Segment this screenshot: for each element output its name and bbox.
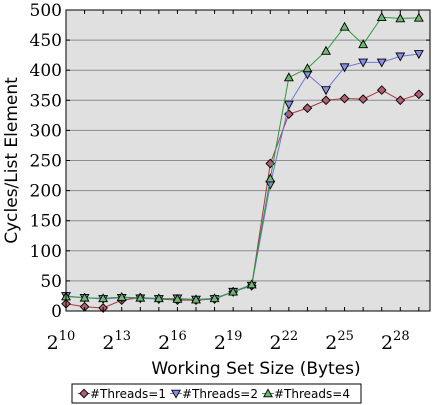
data-point xyxy=(228,286,239,296)
legend-label: #Threads=2 xyxy=(182,387,258,401)
y-tick-label: 450 xyxy=(30,31,62,51)
data-point xyxy=(376,12,387,22)
data-point xyxy=(191,294,201,304)
data-point xyxy=(283,72,294,82)
data-point xyxy=(321,95,331,106)
legend-marker xyxy=(171,389,181,399)
y-tick-label: 250 xyxy=(30,152,62,172)
legend-marker xyxy=(79,388,89,399)
data-point xyxy=(246,279,257,289)
x-tick-label: 216 xyxy=(158,329,187,354)
y-tick-label: 500 xyxy=(30,1,62,21)
data-point xyxy=(413,12,424,22)
y-axis-title: Cycles/List Element xyxy=(2,77,22,244)
data-point xyxy=(321,45,331,55)
axes: 0 50 100 150 200 250 300 350 400 450 500 210 213 216 2… xyxy=(30,1,431,354)
data-point xyxy=(358,58,369,68)
data-point xyxy=(153,293,164,303)
data-point xyxy=(283,100,294,110)
data-point xyxy=(209,293,220,303)
legend-box xyxy=(71,383,362,404)
data-point xyxy=(358,94,368,104)
y-tick-label: 100 xyxy=(30,242,62,262)
legend: #Threads=1 #Threads=2 #Threads=4 xyxy=(71,383,362,404)
legend-marker xyxy=(263,388,273,398)
data-point xyxy=(321,86,331,96)
data-point xyxy=(339,63,350,73)
legend-label: #Threads=4 xyxy=(274,387,350,401)
data-point xyxy=(376,85,387,95)
data-point xyxy=(339,93,350,104)
data-point xyxy=(302,103,313,113)
data-point xyxy=(116,292,127,301)
data-point xyxy=(395,52,406,62)
y-tick-label: 300 xyxy=(30,121,62,141)
series-3 xyxy=(61,12,424,304)
series-line xyxy=(65,16,419,301)
x-axis-title: Working Set Size (Bytes) xyxy=(151,359,360,379)
data-point xyxy=(395,95,406,106)
data-point xyxy=(413,50,424,60)
x-tick-label: 210 xyxy=(47,329,76,354)
y-tick-label: 0 xyxy=(51,302,62,322)
data-point xyxy=(284,109,294,119)
x-tick-label: 225 xyxy=(325,329,354,354)
x-tick-label: 213 xyxy=(102,329,131,354)
y-tick-label: 150 xyxy=(30,212,62,232)
y-tick-label: 200 xyxy=(30,182,62,202)
y-tick-label: 50 xyxy=(40,272,62,292)
x-tick-label: 222 xyxy=(270,329,299,354)
data-point xyxy=(135,292,146,302)
data-point xyxy=(265,173,276,183)
data-point xyxy=(395,13,406,23)
legend-label: #Threads=1 xyxy=(90,387,166,401)
data-point xyxy=(376,58,387,68)
data-point xyxy=(339,21,350,31)
x-tick-label: 228 xyxy=(381,329,410,354)
y-tick-label: 400 xyxy=(30,61,62,81)
data-point xyxy=(172,293,183,303)
data-point xyxy=(302,63,313,73)
y-tick-label: 350 xyxy=(30,91,62,111)
data-point xyxy=(79,292,90,302)
data-point xyxy=(98,293,109,303)
data-point xyxy=(414,89,424,100)
x-tick-label: 219 xyxy=(214,329,243,354)
data-point xyxy=(358,39,369,49)
plot-area xyxy=(61,10,430,313)
